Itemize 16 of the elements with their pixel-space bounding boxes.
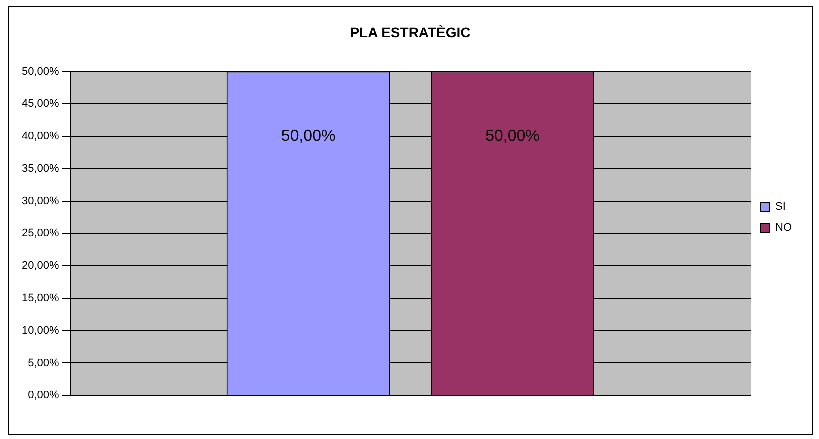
y-tick-label: 45,00%	[22, 98, 60, 110]
chart-title: PLA ESTRATÈGIC	[350, 24, 471, 40]
y-tick-label: 40,00%	[22, 130, 60, 143]
data-label: 50,00%	[486, 128, 540, 145]
y-tick-label: 15,00%	[22, 292, 60, 304]
y-tick-label: 10,00%	[22, 324, 60, 337]
y-tick-label: 20,00%	[22, 260, 60, 272]
y-tick-label: 30,00%	[22, 195, 60, 208]
legend-label: SI	[776, 201, 786, 214]
y-tick-label: 5,00%	[28, 357, 60, 370]
legend-label: NO	[776, 222, 792, 234]
data-label: 50,00%	[281, 128, 336, 145]
y-tick-label: 0,00%	[28, 390, 60, 402]
y-tick-label: 35,00%	[22, 162, 60, 175]
y-tick-label: 25,00%	[22, 228, 60, 240]
y-tick-label: 50,00%	[22, 66, 60, 78]
